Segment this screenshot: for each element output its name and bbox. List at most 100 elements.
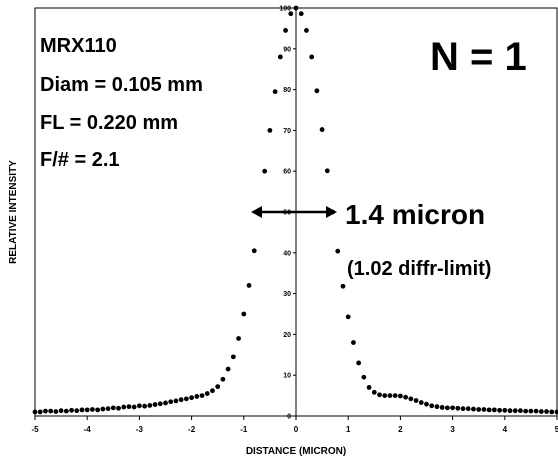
data-point <box>272 89 278 95</box>
data-point <box>288 11 294 17</box>
data-point <box>53 409 59 414</box>
data-point <box>528 408 534 414</box>
data-point <box>429 403 435 409</box>
data-point <box>486 407 492 413</box>
data-point <box>246 283 252 288</box>
data-point <box>544 409 549 414</box>
data-point <box>549 409 555 415</box>
data-point <box>241 311 247 317</box>
x-tick-label: -5 <box>31 425 39 434</box>
data-point <box>476 407 482 412</box>
data-point <box>137 403 142 409</box>
data-point <box>204 391 210 396</box>
x-tick-label: -4 <box>84 425 92 434</box>
data-point <box>324 168 330 174</box>
data-point <box>63 408 69 414</box>
data-point <box>90 407 95 412</box>
data-point <box>450 405 455 411</box>
annotation: MRX110 <box>40 35 117 57</box>
x-tick-label: -2 <box>188 425 196 434</box>
data-point <box>434 404 440 410</box>
data-point <box>497 407 502 413</box>
data-point <box>340 283 346 289</box>
y-tick-label: 70 <box>283 128 291 135</box>
data-point <box>95 407 101 413</box>
data-point <box>121 404 127 410</box>
data-point <box>251 248 257 254</box>
data-point <box>32 409 38 415</box>
data-point <box>424 401 429 407</box>
data-point <box>126 404 132 410</box>
data-point <box>79 407 85 413</box>
data-point <box>173 398 179 404</box>
data-point <box>554 409 558 415</box>
data-point <box>398 393 403 399</box>
data-point <box>418 400 424 405</box>
data-point <box>293 5 299 11</box>
x-axis-label: DISTANCE (MICRON) <box>246 446 346 457</box>
data-point <box>43 408 48 414</box>
x-tick-label: 5 <box>555 425 558 434</box>
x-tick-label: 2 <box>398 425 403 434</box>
data-point <box>230 354 236 360</box>
y-tick-label: 80 <box>283 87 291 94</box>
y-tick-label: 20 <box>283 332 291 339</box>
y-tick-label: 50 <box>283 210 291 217</box>
data-point <box>152 402 158 407</box>
annotation: N = 1 <box>430 35 527 79</box>
data-point <box>382 393 388 398</box>
data-point <box>236 336 241 341</box>
annotation: Diam = 0.105 mm <box>40 74 203 96</box>
x-tick-label: 1 <box>346 425 351 434</box>
data-point <box>413 398 419 403</box>
data-point <box>491 407 497 413</box>
data-point <box>444 405 450 411</box>
data-point <box>507 408 513 414</box>
data-point <box>163 400 168 406</box>
data-point <box>210 388 215 394</box>
y-tick-label: 40 <box>283 250 291 257</box>
data-point <box>178 397 184 403</box>
data-point <box>189 395 195 401</box>
annotation: 1.4 micron <box>345 199 485 230</box>
data-point <box>298 11 304 17</box>
data-point <box>58 408 64 414</box>
x-tick-label: 4 <box>503 425 508 434</box>
x-tick-label: -1 <box>240 425 248 434</box>
y-tick-label: 0 <box>287 414 291 421</box>
data-point <box>356 360 362 366</box>
data-point <box>147 402 153 408</box>
data-point <box>277 54 283 60</box>
annotation: FL = 0.220 mm <box>40 112 178 134</box>
data-point <box>330 209 335 215</box>
annotation: (1.02 diffr-limit) <box>347 258 491 280</box>
data-point <box>157 401 163 407</box>
data-point <box>335 248 341 254</box>
data-point <box>523 408 529 414</box>
data-point <box>314 88 320 94</box>
data-point <box>533 408 539 414</box>
data-point <box>168 399 174 405</box>
y-tick-label: 10 <box>283 373 291 380</box>
data-point <box>48 408 54 414</box>
data-point <box>366 385 372 390</box>
data-point <box>100 406 106 412</box>
data-point <box>345 314 351 320</box>
data-point <box>194 394 200 399</box>
data-point <box>319 127 325 132</box>
x-tick-label: 0 <box>294 425 299 434</box>
data-point <box>502 407 508 413</box>
data-point <box>309 54 315 60</box>
data-point <box>220 376 226 382</box>
data-point <box>257 209 262 215</box>
data-point <box>74 408 80 414</box>
data-point <box>538 409 544 414</box>
data-point <box>512 408 518 414</box>
x-tick-label: -3 <box>136 425 144 434</box>
data-point <box>116 405 121 411</box>
data-point <box>37 409 43 415</box>
y-tick-label: 60 <box>283 169 291 176</box>
x-tick-label: 3 <box>450 425 455 434</box>
data-point <box>283 28 288 33</box>
